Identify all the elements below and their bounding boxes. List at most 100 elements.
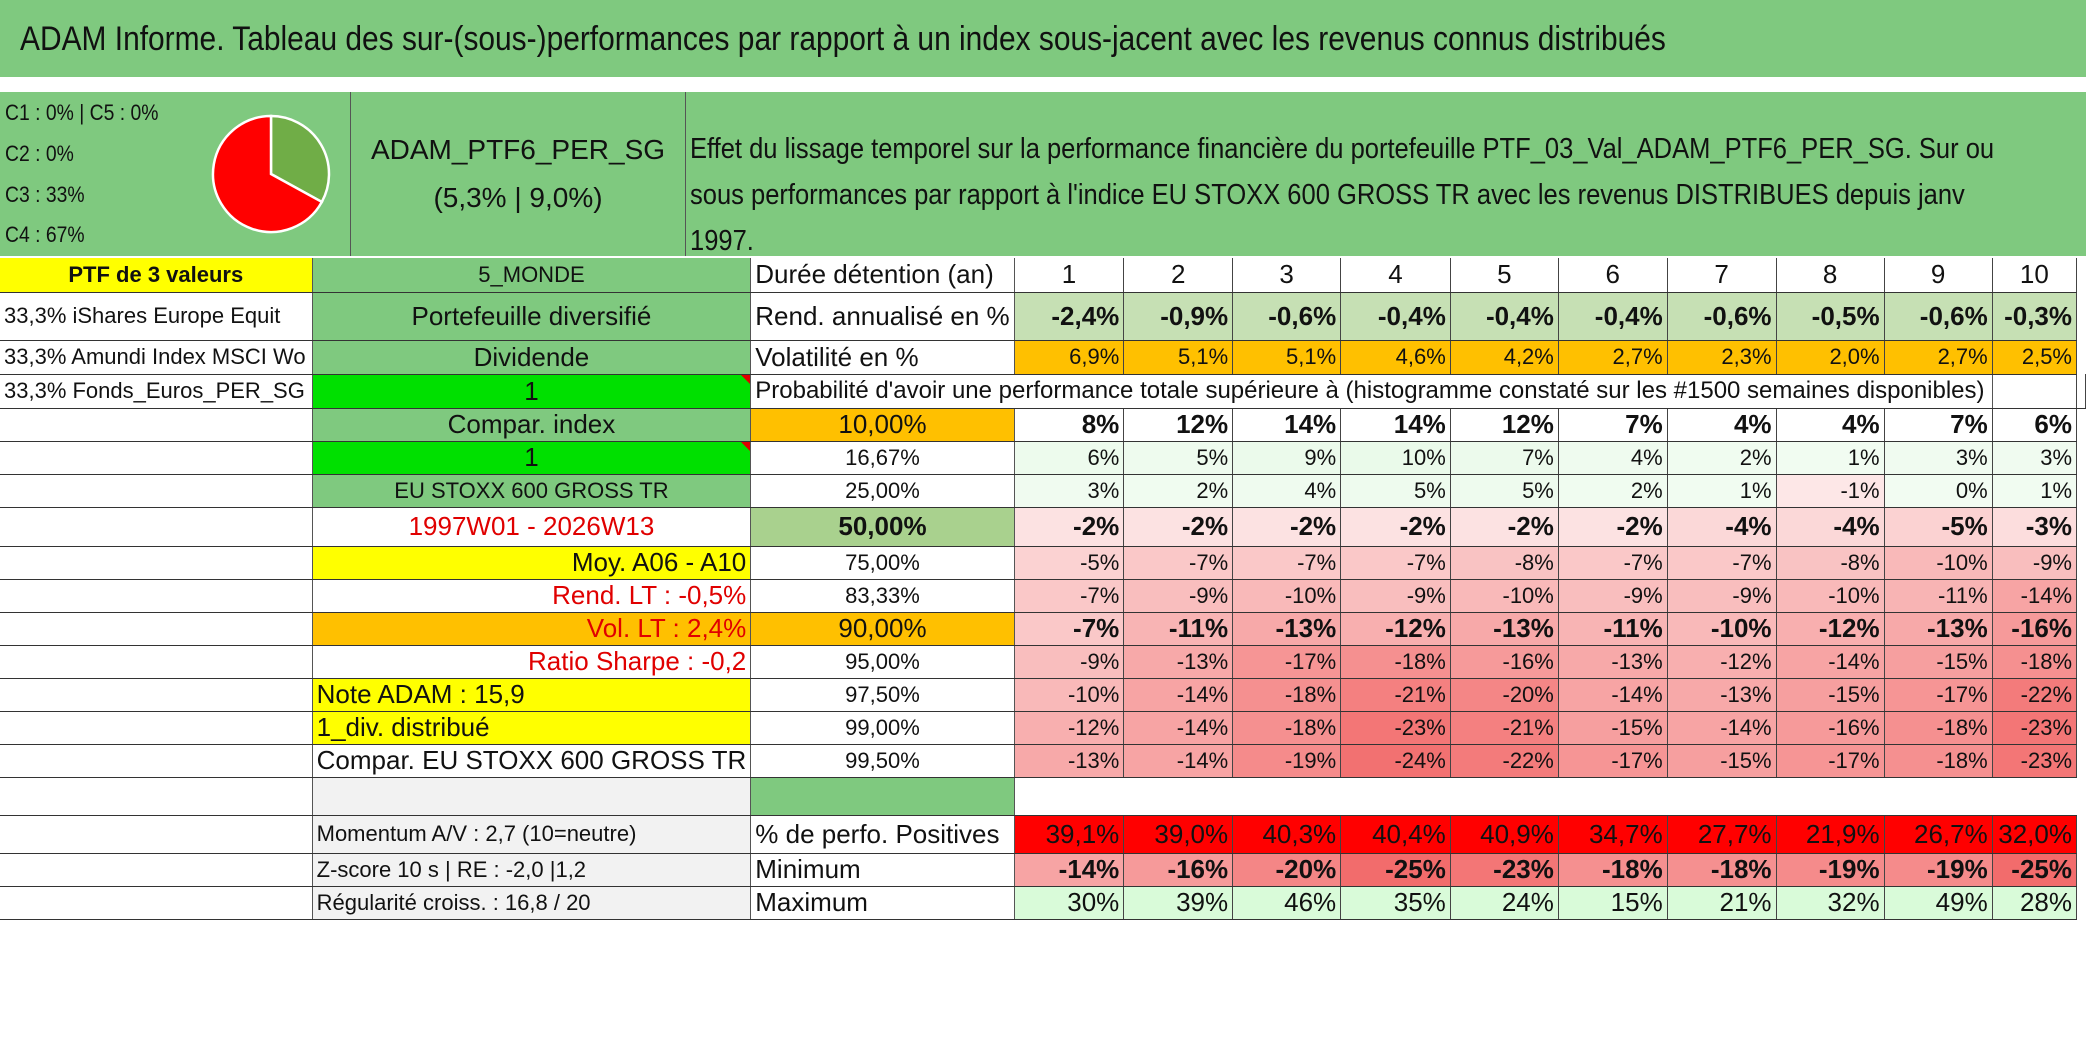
annual-return-row: 33,3% iShares Europe Equit Portefeuille d… (0, 292, 2086, 341)
stats-value: 27,7% (1667, 815, 1777, 854)
side-info-label: Rend. LT : -0,5% (312, 579, 752, 613)
volatility-value: 6,9% (1014, 340, 1125, 375)
quantile-row: 1_div. distribué 99,00% -12% -14% -18% -23% -2… (0, 711, 2086, 745)
stats-value: 21,9% (1776, 815, 1885, 854)
empty-label-cell (0, 507, 313, 547)
volatility-value: 2,5% (1992, 340, 2078, 375)
quantile-value: 7% (1450, 441, 1559, 475)
annual-return-value: -2,4% (1014, 292, 1125, 341)
stats-value: -20% (1232, 853, 1342, 887)
quantile-row: Rend. LT : -0,5% 83,33% -7% -9% -10% -9% -10% -… (0, 579, 2086, 613)
header-row: PTF de 3 valeurs 5_MONDE Durée détention (… (0, 258, 2086, 293)
stats-value: 15% (1558, 886, 1668, 920)
quantile-value: -14% (1992, 579, 2078, 613)
annual-return-value: -0,9% (1123, 292, 1234, 341)
stats-value: 34,7% (1558, 815, 1668, 854)
quantile-value: -14% (1776, 645, 1885, 679)
quantile-value: -9% (1558, 579, 1668, 613)
performance-table: PTF de 3 valeurs 5_MONDE Durée détention (… (0, 258, 2086, 920)
quantile-label: 50,00% (750, 507, 1015, 547)
dividend-label: Dividende (312, 340, 752, 375)
quantile-value: -21% (1450, 711, 1559, 745)
quantile-value: -16% (1450, 645, 1559, 679)
stats-value: 21% (1667, 886, 1777, 920)
stats-value: 39,1% (1014, 815, 1125, 854)
quantile-value: 2% (1667, 441, 1777, 475)
quantile-value: -2% (1450, 507, 1559, 547)
holding-line: 33,3% iShares Europe Equit (0, 292, 313, 341)
stats-value: 35% (1340, 886, 1451, 920)
empty-cell (0, 886, 313, 920)
quantile-value: -16% (1992, 612, 2078, 646)
stats-value: 46% (1232, 886, 1342, 920)
quantile-value: -9% (1123, 579, 1234, 613)
quantile-value: -18% (1884, 744, 1993, 778)
annual-return-value: -0,4% (1558, 292, 1668, 341)
quantile-value: -2% (1340, 507, 1451, 547)
pie-legend-line: C2 : 0% (5, 141, 74, 166)
quantile-value: -10% (1667, 612, 1777, 646)
quantile-value: -11% (1884, 579, 1993, 613)
quantile-label: 97,50% (750, 678, 1015, 712)
quantile-value: -13% (1884, 612, 1993, 646)
empty-label-cell (0, 579, 313, 613)
annual-return-value: -0,3% (1992, 292, 2078, 341)
side-indicator-label: Z-score 10 s | RE : -2,0 |1,2 (312, 853, 752, 887)
quantile-value: -18% (1992, 645, 2078, 679)
quantile-value: -22% (1450, 744, 1559, 778)
stats-value: 49% (1884, 886, 1993, 920)
stats-value: -18% (1667, 853, 1777, 887)
empty-cell (2076, 374, 2086, 409)
quantile-value: 1% (1776, 441, 1885, 475)
quantile-value: -21% (1340, 678, 1451, 712)
side-info-label: Moy. A06 - A10 (312, 546, 752, 580)
annual-return-value: -0,4% (1450, 292, 1559, 341)
quantile-value: -17% (1884, 678, 1993, 712)
empty-label-cell (0, 408, 313, 442)
quantile-value: 2% (1123, 474, 1234, 508)
quantile-label: 25,00% (750, 474, 1015, 508)
empty-cell (0, 815, 313, 854)
stats-value: 26,7% (1884, 815, 1993, 854)
quantile-value: -1% (1776, 474, 1885, 508)
empty-cell (1884, 777, 1993, 816)
quantile-value: -13% (1450, 612, 1559, 646)
year-header: 10 (1992, 258, 2078, 293)
pie-slice-c3 (269, 114, 331, 204)
quantile-value: -14% (1123, 678, 1234, 712)
pie-slice-c4 (211, 114, 324, 234)
quantile-value: -8% (1776, 546, 1885, 580)
quantile-value: 6% (1014, 441, 1125, 475)
quantile-value: 6% (1992, 408, 2078, 442)
quantile-value: 4% (1776, 408, 1885, 442)
year-header: 2 (1123, 258, 1234, 293)
stats-label: Minimum (750, 853, 1015, 887)
volatility-value: 2,0% (1776, 340, 1885, 375)
quantile-value: -12% (1776, 612, 1885, 646)
empty-cell (0, 777, 313, 816)
empty-cell (1776, 777, 1885, 816)
stats-value: -14% (1014, 853, 1125, 887)
quantile-value: -18% (1232, 678, 1342, 712)
quantile-value: -17% (1558, 744, 1668, 778)
empty-label-cell (0, 744, 313, 778)
volatility-value: 4,2% (1450, 340, 1559, 375)
volatility-value: 5,1% (1123, 340, 1234, 375)
quantile-value: -23% (1992, 711, 2078, 745)
quantile-value: -13% (1667, 678, 1777, 712)
quantile-value: -2% (1232, 507, 1342, 547)
volatility-value: 2,7% (1884, 340, 1993, 375)
empty-label-cell (0, 678, 313, 712)
quantile-value: -9% (1014, 645, 1125, 679)
quantile-value: 14% (1340, 408, 1451, 442)
quantile-value: -5% (1014, 546, 1125, 580)
year-header: 3 (1232, 258, 1342, 293)
quantile-value: 10% (1340, 441, 1451, 475)
quantile-value: 3% (1992, 441, 2078, 475)
stats-value: 30% (1014, 886, 1125, 920)
quantile-row: Moy. A06 - A10 75,00% -5% -7% -7% -7% -8% -7% -7… (0, 546, 2086, 580)
quantile-value: -13% (1123, 645, 1234, 679)
volatility-value: 5,1% (1232, 340, 1342, 375)
holding-line: 33,3% Fonds_Euros_PER_SG (0, 374, 313, 409)
stats-value: 40,3% (1232, 815, 1342, 854)
